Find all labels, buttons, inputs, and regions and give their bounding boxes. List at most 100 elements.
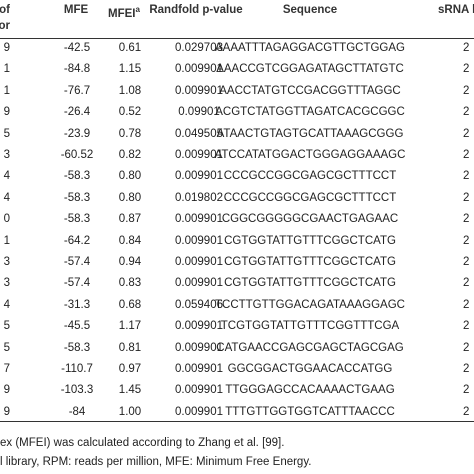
table-cell: 1.17 <box>118 320 142 333</box>
table-cell: 2 <box>463 341 470 354</box>
table-cell: 0.009901 <box>175 234 223 247</box>
table-cell: 0 <box>3 213 10 226</box>
table-cell: CGGCGGGGGCGAACTGAGAAC <box>221 213 399 226</box>
footnote: l library, RPM: reads per million, MFE: … <box>0 456 312 468</box>
table-cell: 0.009901 <box>175 84 223 97</box>
table-cell: -64.2 <box>63 234 91 247</box>
table-cell: CCCGCCGGCGAGCGCTTTCCT <box>223 170 397 183</box>
table-cell: -23.9 <box>63 127 91 140</box>
header-cell: MFE <box>63 4 89 16</box>
table-cell: -58.3 <box>63 191 91 204</box>
table-cell: -110.7 <box>61 363 93 375</box>
table-cell: 0.09901 <box>178 106 220 119</box>
header-cell: Sequence <box>282 4 338 16</box>
table-cell: -58.3 <box>63 341 91 354</box>
table-cell: 0.80 <box>118 170 142 183</box>
table-cell: 2 <box>463 149 470 161</box>
header-cell: Randfold p-value <box>149 4 243 16</box>
table-cell: 2 <box>463 191 470 204</box>
table-cell: TCGTGGTATTGTTTCGGTTTCGA <box>220 320 400 333</box>
table-cell: -84 <box>68 405 86 418</box>
table-cell: 2 <box>463 320 470 333</box>
table-cell: -57.4 <box>63 256 91 268</box>
table-cell: 2 <box>463 127 470 140</box>
table-cell: 2 <box>463 63 470 76</box>
table-cell: 0.009901 <box>175 277 223 290</box>
table-cell: 2 <box>463 384 470 397</box>
table-cell: 9 <box>3 384 10 397</box>
table-cell: 9 <box>3 106 10 119</box>
table-cell: 2 <box>463 213 470 226</box>
table-cell: 1.15 <box>118 63 142 76</box>
table-cell: 5 <box>3 127 10 140</box>
table-cell: 0.009901 <box>175 170 223 183</box>
table-cell: 7 <box>3 363 10 375</box>
table-cell: 2 <box>463 277 470 290</box>
header-cell: sRNA l <box>438 4 474 16</box>
table-cell: 5 <box>3 320 10 333</box>
table-cell: 0.52 <box>118 106 142 119</box>
table-cell: 0.029703 <box>175 42 223 54</box>
table-cell: ATCCATATGGACTGGGAGGAAAGC <box>214 149 406 161</box>
table-cell: 0.82 <box>118 149 142 161</box>
table-cell: -84.8 <box>63 63 91 76</box>
table-cell: ATAACTGTAGTGCATTAAAGCGGG <box>216 127 404 140</box>
table-cell: -57.4 <box>63 277 91 290</box>
table-cell: 1.08 <box>118 84 142 97</box>
bottom-rule <box>0 421 474 422</box>
table-cell: 0.78 <box>118 127 142 140</box>
table-cell: 0.94 <box>118 256 142 268</box>
table-cell: 4 <box>3 170 10 183</box>
table-cell: -42.5 <box>63 42 91 54</box>
table-cell: 0.009901 <box>175 363 223 375</box>
table-cell: 1.45 <box>118 384 142 397</box>
table-cell: 0.009901 <box>175 149 223 161</box>
header-rule <box>0 38 474 39</box>
table-cell: 3 <box>3 149 10 161</box>
header-cell: MFEIa <box>108 5 140 20</box>
table-cell: AACCTATGTCCGACGGTTTAGGC <box>219 84 401 97</box>
table-cell: 0.019802 <box>175 191 223 204</box>
table-cell: 0.009901 <box>175 63 223 76</box>
table-cell: -26.4 <box>63 106 91 119</box>
table-cell: 2 <box>463 170 470 183</box>
table-cell: CCCGCCGGCGAGCGCTTTCCT <box>223 191 397 204</box>
table-cell: TTTGTTGGTGGTCATTTAACCC <box>225 405 395 418</box>
table-cell: 2 <box>463 42 470 54</box>
table-cell: 0.81 <box>118 341 142 354</box>
table-cell: CATGAACCGAGCGAGCTAGCGAG <box>216 341 404 354</box>
table-cell: -60.52 <box>60 149 94 161</box>
table-cell: 0.80 <box>118 191 142 204</box>
header-cell: recursor <box>0 20 10 32</box>
table-cell: 3 <box>3 277 10 290</box>
header-superscript: a <box>135 5 140 14</box>
table-cell: 0.059406 <box>175 298 223 311</box>
table-cell: 3 <box>3 256 10 268</box>
table-cell: 0.009901 <box>175 213 223 226</box>
table-cell: 0.61 <box>118 42 142 54</box>
table-cell: 2 <box>463 363 470 375</box>
table-cell: 1.00 <box>118 405 142 418</box>
table-cell: AAACCGTCGGAGATAGCTTATGTC <box>216 63 404 76</box>
table-cell: 1 <box>3 84 10 97</box>
table-cell: GGCGGACTGGAACACCATGG <box>227 363 393 375</box>
table-cell: AAAATTTAGAGGACGTTGCTGGAG <box>215 42 405 54</box>
table-cell: 0.84 <box>118 234 142 247</box>
footnote: ex (MFEI) was calculated according to Zh… <box>0 437 285 449</box>
table-cell: 0.009901 <box>175 320 223 333</box>
table-cell: 0.009901 <box>175 405 223 418</box>
table-cell: -31.3 <box>63 298 91 311</box>
table-cell: CGTGGTATTGTTTCGGCTCATG <box>224 277 396 290</box>
header-cell: th of <box>0 4 10 16</box>
table-cell: 2 <box>463 106 470 119</box>
table-cell: 2 <box>463 298 470 311</box>
table-cell: 0.83 <box>118 277 142 290</box>
table-cell: 1 <box>3 63 10 76</box>
table-cell: -76.7 <box>63 84 91 97</box>
table-cell: 5 <box>3 341 10 354</box>
table-cell: TTGGGAGCCACAAAACTGAAG <box>225 384 395 397</box>
table-cell: 9 <box>3 42 10 54</box>
table-cell: 0.049505 <box>175 127 223 140</box>
table-cell: 0.87 <box>118 213 142 226</box>
